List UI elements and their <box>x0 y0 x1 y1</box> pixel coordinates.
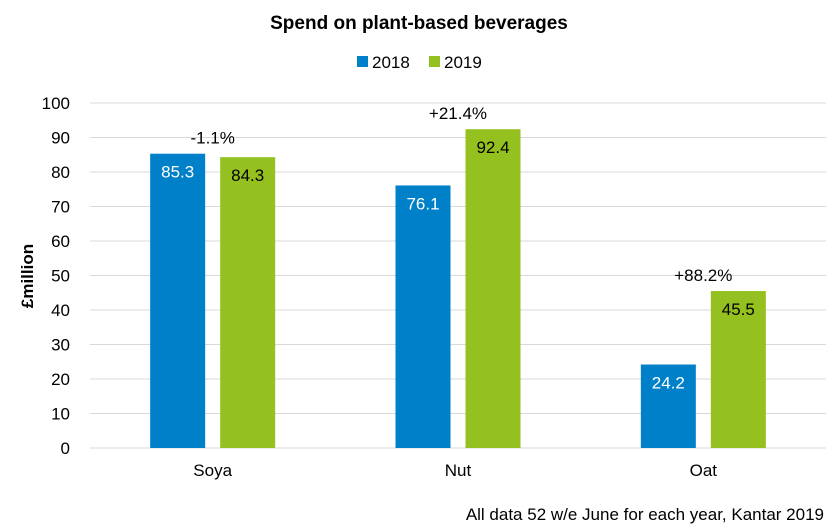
annotations: -1.1% +21.4% +88.2% <box>190 104 732 285</box>
data-labels: 85.3 84.3 76.1 92.4 24.2 45.5 <box>161 138 755 392</box>
y-tick-label: 40 <box>51 301 70 320</box>
change-annotation: +21.4% <box>429 104 487 123</box>
y-tick-label: 70 <box>51 198 70 217</box>
x-tick-label: Nut <box>445 461 472 480</box>
legend-swatch-2018 <box>357 56 368 67</box>
data-label: 24.2 <box>652 374 685 393</box>
y-tick-label: 60 <box>51 232 70 251</box>
legend-label-2018: 2018 <box>372 53 410 72</box>
data-label: 92.4 <box>476 138 509 157</box>
chart-title: Spend on plant-based beverages <box>270 13 568 34</box>
y-tick-label: 0 <box>61 439 70 458</box>
bar-nut-2019 <box>465 129 521 448</box>
data-label: 76.1 <box>406 194 439 213</box>
y-tick-label: 20 <box>51 370 70 389</box>
x-tick-label: Soya <box>193 461 232 480</box>
footnote: All data 52 w/e June for each year, Kant… <box>466 505 824 524</box>
legend: 2018 2019 <box>357 53 482 72</box>
bar-soya-2018 <box>150 153 206 448</box>
bar-oat-2019 <box>710 291 766 448</box>
change-annotation: +88.2% <box>674 266 732 285</box>
y-tick-label: 30 <box>51 336 70 355</box>
change-annotation: -1.1% <box>190 129 234 148</box>
y-tick-label: 50 <box>51 267 70 286</box>
y-tick-label: 10 <box>51 405 70 424</box>
data-label: 85.3 <box>161 163 194 182</box>
x-tick-label: Oat <box>690 461 718 480</box>
data-label: 45.5 <box>722 300 755 319</box>
bars <box>150 129 766 449</box>
bar-soya-2019 <box>220 157 276 449</box>
data-label: 84.3 <box>231 166 264 185</box>
bar-oat-2018 <box>640 364 696 448</box>
y-tick-label: 80 <box>51 163 70 182</box>
x-axis-labels: Soya Nut Oat <box>193 461 717 480</box>
legend-label-2019: 2019 <box>444 53 482 72</box>
legend-swatch-2019 <box>429 56 440 67</box>
gridlines <box>90 102 826 449</box>
y-tick-label: 100 <box>42 94 70 113</box>
y-tick-label: 90 <box>51 129 70 148</box>
y-axis-ticks: 0 10 20 30 40 50 60 70 80 90 100 <box>42 94 70 458</box>
bar-nut-2018 <box>395 185 451 448</box>
y-axis-label: £million <box>18 244 37 308</box>
